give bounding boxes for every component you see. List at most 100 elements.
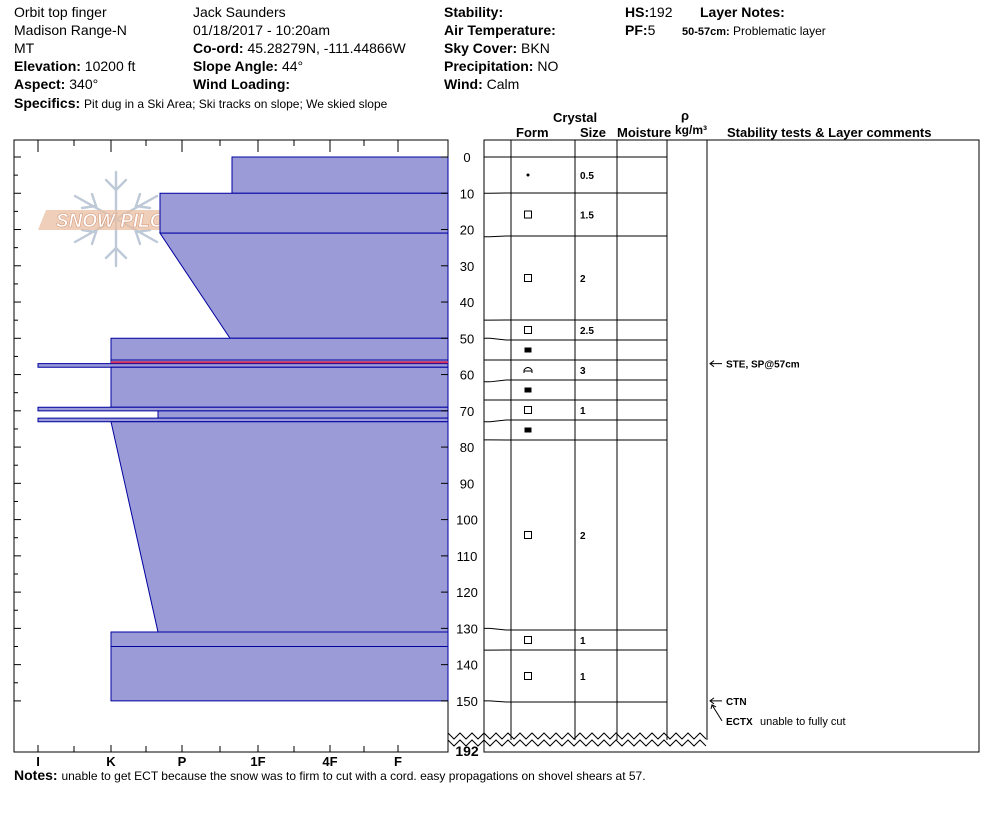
- crystal-size-label: 1.5: [580, 211, 594, 222]
- depth-tick-label: 100: [456, 513, 478, 528]
- aspect-label: Aspect:: [14, 76, 66, 92]
- test-arrow-icon: [709, 697, 722, 705]
- hs-value: 192: [649, 4, 673, 20]
- pf-label: PF:: [625, 22, 648, 38]
- slope-row: Slope Angle: 44°: [193, 58, 303, 75]
- crystal-size-label: 3: [580, 366, 586, 377]
- hardness-layer-1: [159, 192, 449, 234]
- depth-tick-label: 10: [460, 186, 474, 201]
- form-filled-square-icon: [524, 387, 532, 393]
- hardness-layer-9: [37, 417, 449, 423]
- form-dot-icon: [526, 173, 530, 177]
- test-code-label: ECTX: [726, 717, 753, 728]
- test-code-label: CTN: [726, 697, 747, 708]
- snowpilot-logo: SNOW PILOT: [38, 170, 194, 268]
- hardness-layer-7: [37, 406, 449, 412]
- hs-label: HS:: [625, 4, 650, 20]
- test-comment-label: unable to fully cut: [760, 716, 846, 728]
- wind-loading-label: Wind Loading:: [193, 76, 291, 92]
- form-header: Form: [516, 125, 549, 140]
- range-name: Madison Range-N: [14, 22, 127, 38]
- stability-test-marks: STE, SP@57cm CTN ECTX unable to fully cut: [709, 360, 846, 728]
- hardness-axis-label: F: [394, 754, 402, 769]
- pf-value: 5: [647, 22, 656, 38]
- precip-label: Precipitation:: [444, 58, 534, 74]
- slope-label: Slope Angle:: [193, 58, 279, 74]
- hardness-layer-6: [110, 366, 449, 408]
- specifics-row: Specifics: Pit dug in a Ski Area; Ski tr…: [14, 95, 387, 111]
- wind-loading-row: Wind Loading:: [193, 76, 290, 93]
- bottom-depth-label: 192: [455, 743, 479, 759]
- depth-tick-label: 110: [457, 549, 478, 564]
- slope-value: 44°: [281, 58, 304, 74]
- crystal-size-label: 1: [580, 636, 586, 647]
- zigzag-line-top: [447, 732, 707, 740]
- notes-text: unable to get ECT because the snow was t…: [61, 769, 646, 783]
- form-depth-hoar-icon: [523, 367, 533, 373]
- observer-name: Jack Saunders: [193, 4, 286, 20]
- notes-label: Notes:: [14, 767, 58, 783]
- depth-tick-label: 150: [456, 694, 478, 709]
- hs-row: HS:192: [625, 4, 672, 21]
- specifics-value: Pit dug in a Ski Area; Ski tracks on slo…: [84, 97, 388, 111]
- layer-connector: [484, 700, 511, 703]
- pf-row: PF:5: [625, 22, 655, 39]
- layer-connector: [484, 337, 511, 341]
- layer-note-row: 50-57cm: Problematic layer: [682, 24, 826, 38]
- form-square-icon: [524, 326, 532, 334]
- precip-row: Precipitation: NO: [444, 58, 558, 75]
- elevation-value: 10200 ft: [84, 58, 136, 74]
- depth-tick-label: 60: [460, 368, 474, 383]
- layer-note-text: Problematic layer: [733, 24, 826, 38]
- layer-grid: [483, 139, 980, 753]
- hardness-layer-12: [110, 646, 449, 702]
- form-filled-square-icon: [524, 427, 532, 433]
- coord-row: Co-ord: 45.28279N, -111.44866W: [193, 40, 406, 57]
- depth-tick-label: 0: [463, 150, 470, 165]
- depth-tick-label: 40: [460, 295, 474, 310]
- hardness-layer-5: [37, 363, 449, 368]
- density-unit: kg/m³: [675, 123, 708, 137]
- depth-tick-label: 90: [460, 476, 474, 491]
- coord-label: Co-ord:: [193, 40, 244, 56]
- wind-row: Wind: Calm: [444, 76, 519, 93]
- hardness-layer-0: [231, 156, 449, 194]
- coord-value: 45.28279N, -111.44866W: [247, 40, 406, 56]
- hardness-layer-11: [110, 631, 449, 648]
- layer-note-range: 50-57cm:: [682, 26, 730, 38]
- layer-connectors: [484, 156, 511, 703]
- elevation-row: Elevation: 10200 ft: [14, 58, 135, 75]
- crystal-size-label: 0.5: [580, 171, 594, 182]
- test-arrow-icon: [710, 704, 723, 722]
- svg-text:SNOW PILOT: SNOW PILOT: [56, 211, 178, 232]
- hardness-axis-label: K: [106, 754, 116, 769]
- state-name: MT: [14, 40, 35, 56]
- specifics-label: Specifics:: [14, 95, 81, 111]
- layer-connector: [484, 235, 511, 238]
- hardness-axis: I K P 1F 4F F: [36, 140, 402, 769]
- precip-value: NO: [537, 58, 559, 74]
- depth-tick-label: 80: [460, 440, 474, 455]
- air-temp-row: Air Temperature:: [444, 22, 556, 39]
- location-name: Orbit top finger: [14, 4, 107, 20]
- depth-tick-label: 50: [460, 331, 474, 346]
- layer-connector: [484, 419, 511, 423]
- depth-tick-label: 140: [456, 658, 478, 673]
- hardness-layer-3: [110, 337, 449, 361]
- wind-value: Calm: [486, 76, 520, 92]
- observation-datetime: 01/18/2017 - 10:20am: [193, 22, 330, 38]
- crystal-size-label: 1: [580, 672, 586, 683]
- depth-tick-label: 130: [456, 621, 478, 636]
- layer-connector: [484, 627, 511, 631]
- hardness-axis-label: I: [36, 754, 40, 769]
- size-header: Size: [580, 125, 607, 140]
- stability-row: Stability:: [444, 4, 503, 21]
- form-square-icon: [524, 531, 532, 539]
- sky-cover-value: BKN: [521, 40, 550, 56]
- layer-notes-label: Layer Notes:: [700, 4, 785, 20]
- sky-cover-label: Sky Cover:: [444, 40, 518, 56]
- aspect-value: 340°: [69, 76, 99, 92]
- form-square-icon: [524, 406, 532, 414]
- zigzag-line-bottom: [447, 739, 707, 747]
- test-arrow-icon: [709, 360, 722, 368]
